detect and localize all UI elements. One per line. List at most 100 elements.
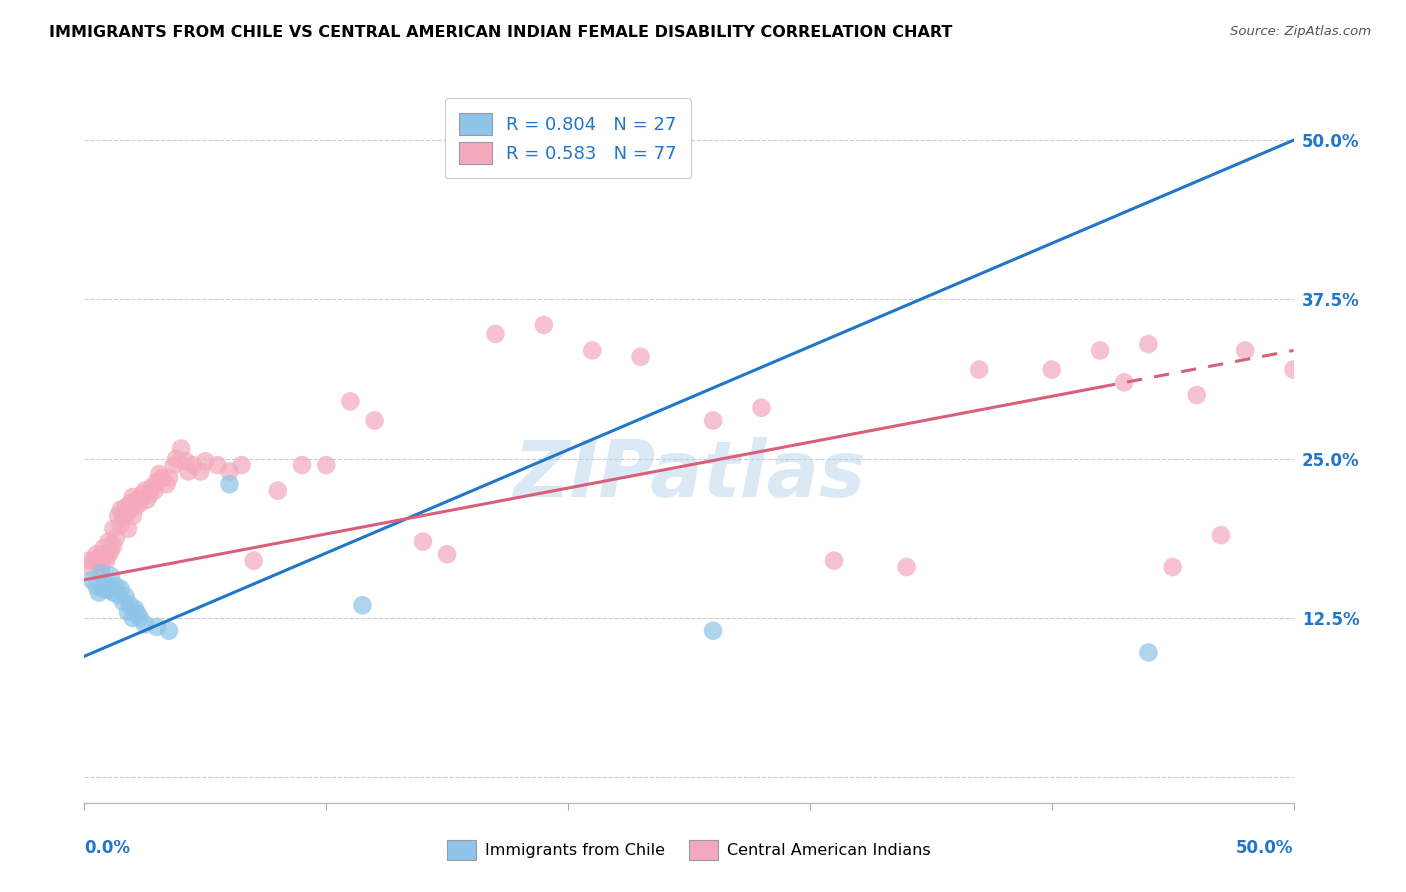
Text: 50.0%: 50.0% [1236,838,1294,856]
Point [136,492,159,507]
Point [242,554,264,568]
Point [87,556,110,570]
Point [134,617,156,632]
Point [100,569,122,583]
Point [150,471,173,485]
Point [90,560,112,574]
Point [80,560,103,574]
Point [1137,645,1160,659]
Point [127,607,149,622]
Point [129,496,152,510]
Point [1161,560,1184,574]
Point [177,465,200,479]
Point [194,454,217,468]
Point [148,467,170,481]
Point [120,496,142,510]
Point [93,551,115,566]
Point [436,547,458,561]
Point [1040,362,1063,376]
Point [138,487,160,501]
Point [97,547,120,561]
Point [103,585,125,599]
Point [231,458,253,472]
Point [97,534,120,549]
Point [207,458,229,472]
Point [117,505,139,519]
Point [112,509,135,524]
Point [121,611,143,625]
Point [181,458,204,472]
Point [107,588,129,602]
Point [112,594,135,608]
Point [1234,343,1257,358]
Point [174,454,197,468]
Point [291,458,314,472]
Point [630,350,652,364]
Point [1137,337,1160,351]
Point [190,465,212,479]
Point [110,518,132,533]
Point [170,442,193,456]
Point [121,509,143,524]
Point [94,554,117,568]
Point [1114,376,1136,390]
Point [315,458,337,472]
Point [86,547,108,561]
Point [104,579,127,593]
Point [124,602,146,616]
Point [823,554,845,568]
Text: 0.0%: 0.0% [84,838,131,856]
Point [581,343,603,358]
Point [94,576,117,591]
Point [103,522,125,536]
Point [146,620,169,634]
Point [163,458,186,472]
Point [533,318,555,332]
Text: Source: ZipAtlas.com: Source: ZipAtlas.com [1230,25,1371,38]
Point [80,573,103,587]
Point [702,624,724,638]
Point [165,451,187,466]
Point [86,579,108,593]
Point [896,560,918,574]
Point [134,483,156,498]
Point [702,413,724,427]
Point [141,480,163,494]
Point [100,543,122,558]
Point [1185,388,1208,402]
Point [121,490,143,504]
Point [120,599,142,613]
Point [90,566,112,581]
Point [1209,528,1232,542]
Point [218,477,240,491]
Point [1088,343,1111,358]
Text: ZIPatlas: ZIPatlas [513,436,865,513]
Point [124,500,146,515]
Point [114,500,136,515]
Point [412,534,434,549]
Point [97,582,120,597]
Point [117,605,139,619]
Point [339,394,361,409]
Point [155,477,177,491]
Point [157,471,180,485]
Point [751,401,773,415]
Point [117,522,139,536]
Point [104,531,127,545]
Point [93,541,115,555]
Point [129,611,152,625]
Point [484,326,506,341]
Point [103,538,125,552]
Point [363,413,385,427]
Text: IMMIGRANTS FROM CHILE VS CENTRAL AMERICAN INDIAN FEMALE DISABILITY CORRELATION C: IMMIGRANTS FROM CHILE VS CENTRAL AMERICA… [49,25,953,40]
Point [127,492,149,507]
Point [87,585,110,599]
Point [143,483,166,498]
Point [1282,362,1305,376]
Point [146,475,169,489]
Point [157,624,180,638]
Point [218,465,240,479]
Point [131,487,153,501]
Point [110,582,132,596]
Point [93,582,115,596]
